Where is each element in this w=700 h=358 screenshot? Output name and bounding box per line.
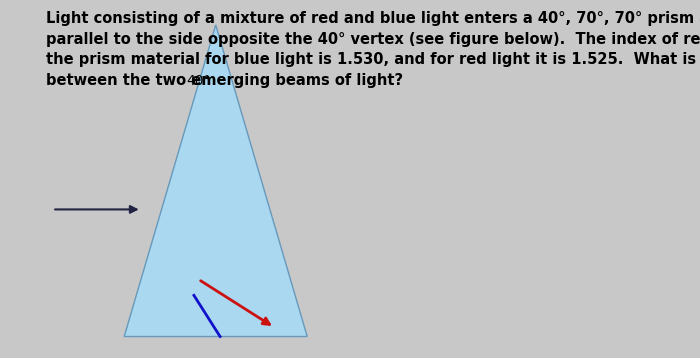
Text: between the two emerging beams of light?: between the two emerging beams of light? — [46, 73, 403, 88]
Text: 40°: 40° — [186, 73, 211, 88]
Text: the prism material for blue light is 1.530, and for red light it is 1.525.  What: the prism material for blue light is 1.5… — [46, 52, 700, 67]
Text: Light consisting of a mixture of red and blue light enters a 40°, 70°, 70° prism: Light consisting of a mixture of red and… — [46, 11, 700, 26]
Text: parallel to the side opposite the 40° vertex (see figure below).  The index of r: parallel to the side opposite the 40° ve… — [46, 32, 700, 47]
Polygon shape — [124, 25, 307, 337]
